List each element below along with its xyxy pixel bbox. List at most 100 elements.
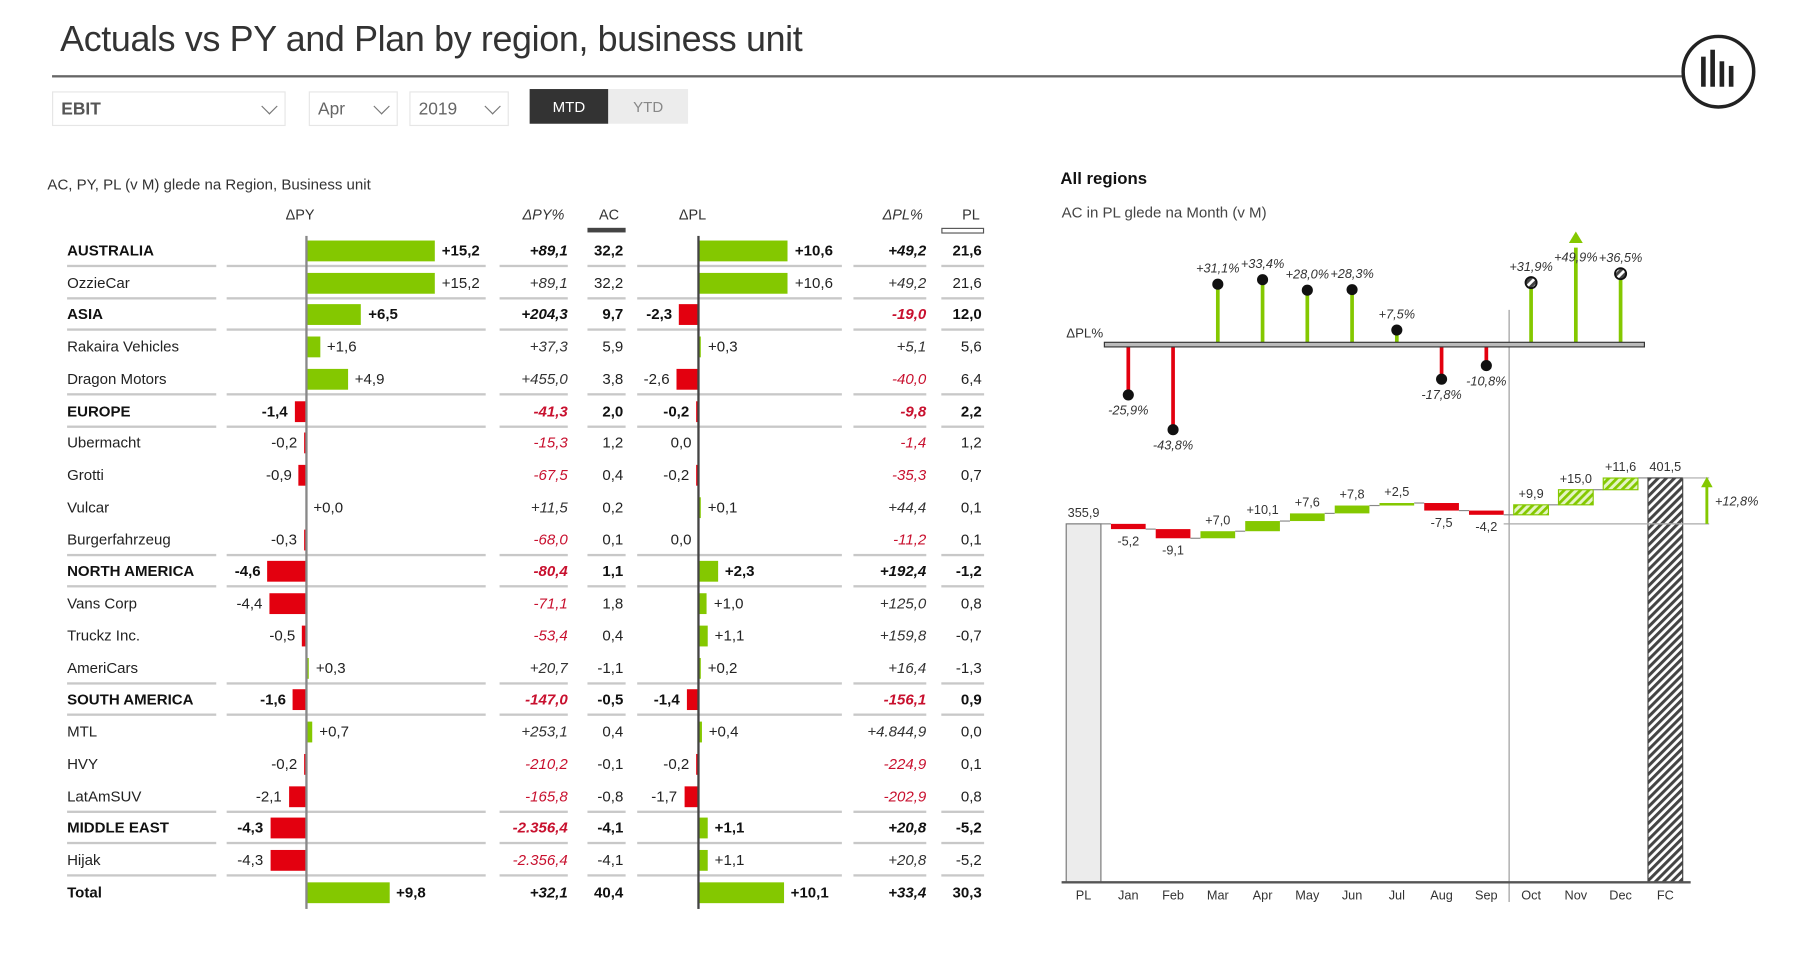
dpl-pct-value: +20,8	[888, 819, 927, 837]
pl-value: 0,8	[960, 594, 982, 612]
dpl-value: -1,7	[651, 787, 678, 805]
waterfall-delta-bar	[1155, 529, 1191, 539]
row-divider	[637, 296, 842, 299]
lollipop-dot	[1122, 389, 1134, 401]
dpl-bar	[698, 336, 702, 358]
dpl-pct-value: +192,4	[879, 562, 927, 580]
dpl-bar	[696, 400, 699, 422]
row-divider	[853, 264, 927, 267]
waterfall-delta-bar	[1245, 521, 1280, 532]
dpl-pct-value: -11,2	[893, 530, 927, 548]
dpl-value: 0,0	[670, 530, 692, 548]
dpl-bar	[696, 753, 699, 775]
row-divider	[941, 681, 985, 685]
waterfall-delta-bar	[1468, 510, 1504, 515]
row-name: Hijak	[67, 851, 101, 869]
dpl-value: -0,2	[663, 754, 690, 773]
dpy-pct-value: -53,4	[533, 626, 568, 644]
lollipop-label: +7,5%	[1379, 306, 1415, 321]
month-value: Apr	[318, 98, 346, 119]
dpy-pct-value: -68,0	[533, 530, 568, 548]
waterfall-pl-bar	[1065, 523, 1102, 883]
dpy-bar	[306, 882, 390, 904]
ac-value: 0,4	[602, 722, 624, 741]
waterfall-delta-label: +15,0	[1560, 471, 1592, 486]
pl-value: 21,6	[952, 273, 982, 291]
dpl-value: +1,1	[714, 851, 745, 869]
pl-value: 1,2	[960, 434, 982, 452]
dpl-bar	[698, 240, 788, 262]
ac-value: -0,5	[597, 690, 624, 709]
dpl-bar	[686, 689, 699, 711]
header-dpl-pct: ΔPL%	[882, 206, 923, 224]
pl-value: 0,1	[960, 498, 982, 516]
row-divider	[499, 553, 568, 556]
row-divider	[941, 424, 985, 428]
row-divider	[587, 810, 626, 813]
row-divider	[637, 424, 842, 428]
ac-value: 40,4	[594, 883, 624, 901]
pl-value: 21,6	[952, 241, 982, 259]
dpy-bar	[288, 785, 307, 807]
lollipop-label: -25,9%	[1108, 403, 1148, 418]
waterfall-delta-label: -5,2	[1117, 533, 1139, 548]
row-name: MTL	[67, 722, 98, 741]
row-divider	[853, 424, 927, 428]
dpy-pct-value: +89,1	[529, 273, 568, 291]
dpl-bar	[698, 850, 708, 871]
dpy-axis	[305, 235, 308, 909]
ac-value: -4,1	[597, 851, 624, 869]
lollipop-label: +31,1%	[1196, 261, 1240, 276]
lollipop-label: +36,5%	[1599, 250, 1643, 265]
row-divider	[226, 585, 486, 588]
dpl-pct-value: +49,2	[888, 241, 927, 259]
row-divider	[67, 264, 217, 267]
dpy-bar	[302, 625, 307, 647]
ac-value: 32,2	[594, 273, 624, 291]
dpl-value: -0,2	[663, 401, 690, 420]
waterfall-delta-bar	[1513, 504, 1550, 516]
lollipop-dot	[1614, 267, 1628, 281]
dpl-value: +0,1	[707, 498, 738, 516]
row-divider	[587, 424, 626, 428]
ac-value: 32,2	[594, 241, 624, 259]
ac-value: 0,1	[602, 530, 624, 548]
dpy-value: +0,0	[313, 498, 344, 516]
dpy-bar	[269, 593, 307, 615]
row-divider	[226, 264, 486, 267]
dpl-value: -2,6	[643, 369, 670, 388]
dpl-axis	[697, 235, 700, 909]
toggle-mtd[interactable]: MTD	[529, 89, 609, 124]
toggle-ytd[interactable]: YTD	[608, 89, 689, 124]
pl-value: 0,1	[960, 530, 982, 548]
header-dpl: ΔPL	[678, 206, 707, 224]
ac-value: 2,0	[602, 401, 624, 420]
waterfall-delta-label: -9,1	[1162, 542, 1184, 557]
dpy-bar	[306, 304, 362, 326]
dpl-pct-value: -35,3	[892, 466, 927, 484]
measure-dropdown[interactable]: EBIT	[52, 91, 286, 127]
row-divider	[637, 585, 842, 588]
year-dropdown[interactable]: 2019	[409, 91, 509, 127]
pl-value: 0,0	[960, 722, 982, 741]
row-divider	[499, 681, 568, 685]
row-divider	[941, 713, 985, 717]
waterfall-delta-label: +11,6	[1605, 459, 1636, 474]
row-divider	[941, 392, 985, 396]
pl-value: 0,9	[960, 690, 982, 709]
row-divider	[941, 553, 985, 556]
dpl-bar	[698, 561, 718, 583]
ac-value: -0,8	[597, 787, 624, 805]
waterfall-delta-label: -4,2	[1475, 519, 1497, 534]
pl-value: 0,7	[960, 466, 982, 484]
row-name: Grotti	[67, 466, 104, 484]
lollipop-label: -43,8%	[1153, 437, 1193, 452]
dpl-pct-value: -202,9	[883, 787, 927, 805]
waterfall-delta-label: +2,5	[1384, 484, 1409, 499]
month-dropdown[interactable]: Apr	[308, 91, 398, 127]
year-value: 2019	[418, 98, 458, 119]
dpl-value: -2,3	[646, 305, 673, 324]
dpy-bar	[306, 336, 320, 358]
row-divider	[637, 392, 842, 396]
lollipop-dot	[1301, 284, 1313, 296]
